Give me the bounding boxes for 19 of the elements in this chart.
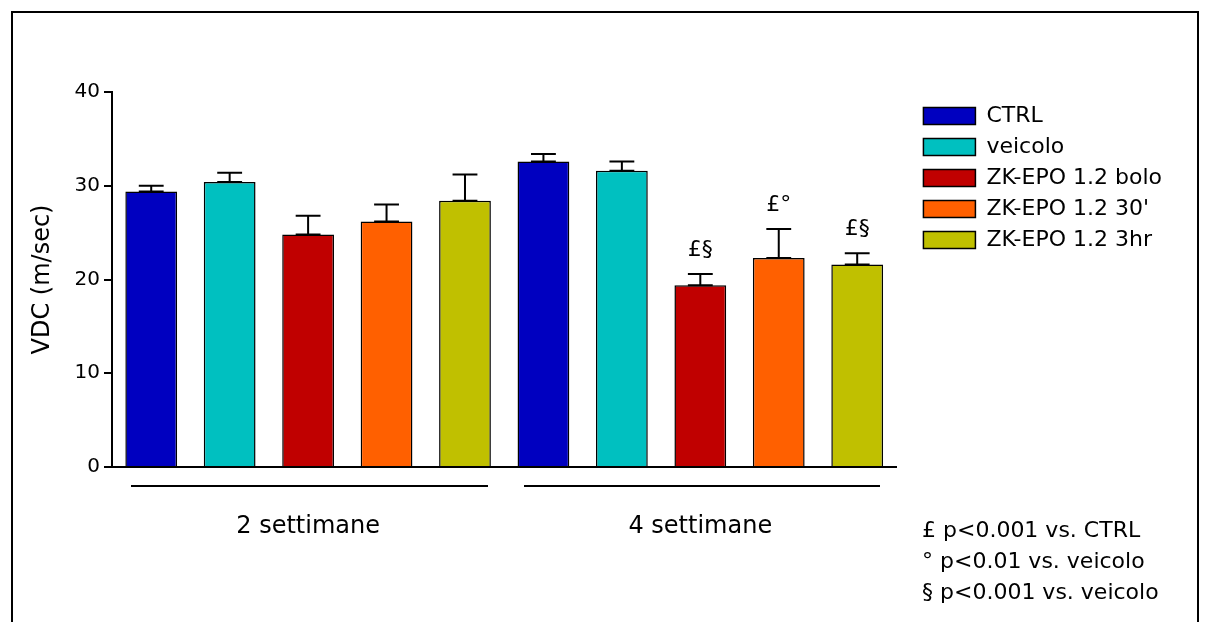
y-tick-label: 10 (74, 359, 100, 384)
annotation: £° (766, 190, 792, 216)
annotation: £§ (844, 215, 870, 241)
legend-label: CTRL (986, 101, 1044, 127)
x-tick-label: 4 settimane (628, 510, 773, 539)
y-tick-label: 0 (87, 453, 100, 478)
legend-label: ZK-EPO 1.2 30' (986, 194, 1150, 220)
legend-label: ZK-EPO 1.2 3hr (986, 225, 1153, 251)
y-axis-title: VDC (m/sec) (26, 204, 55, 355)
y-tick-label: 30 (74, 171, 100, 196)
annotation: £§ (687, 235, 713, 261)
legend-label: veicolo (986, 132, 1065, 158)
legend-label: ZK-EPO 1.2 bolo (986, 163, 1163, 189)
y-tick-label: 20 (74, 265, 100, 290)
text: § p<0.001 vs. veicolo (922, 578, 1159, 606)
x-tick-label: 2 settimane (236, 510, 380, 539)
text: £ p<0.001 vs. CTRL (922, 516, 1142, 544)
text: ° p<0.01 vs. veicolo (922, 547, 1146, 575)
y-tick-label: 40 (74, 78, 100, 103)
